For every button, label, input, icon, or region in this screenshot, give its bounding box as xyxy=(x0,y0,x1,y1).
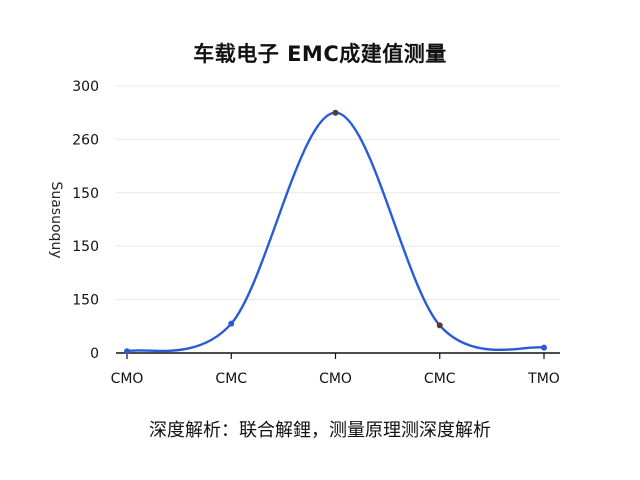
grid-lines xyxy=(116,85,560,301)
data-point xyxy=(332,109,339,116)
data-point xyxy=(436,322,443,329)
x-tick-label: CMC xyxy=(424,371,456,387)
data-points xyxy=(124,109,547,355)
x-tick-label: CMC xyxy=(215,371,247,387)
y-tick-label: 0 xyxy=(90,346,99,362)
y-tick-labels: 0 150 150 150 260 300 xyxy=(72,79,99,362)
chart-caption: 深度解析：联合解鋰，测量原理测深度解析 xyxy=(149,420,491,441)
x-tick-labels: CMO CMC CMO CMC TMO xyxy=(111,353,560,387)
data-point xyxy=(124,348,130,355)
series-line xyxy=(125,111,546,353)
y-tick-label: 150 xyxy=(72,293,99,309)
x-tick-label: TMO xyxy=(527,371,560,387)
chart-title: 车载电子 EMC成建值测量 xyxy=(193,42,447,66)
y-tick-label: 150 xyxy=(72,186,99,202)
y-tick-label: 260 xyxy=(72,132,99,148)
y-tick-label: 300 xyxy=(72,79,99,95)
data-point xyxy=(541,344,547,351)
x-tick-label: CMO xyxy=(111,371,144,387)
y-tick-label: 150 xyxy=(72,239,99,255)
x-tick-label: CMO xyxy=(319,371,352,387)
data-point xyxy=(228,320,235,327)
y-axis-label: Suasuoquy xyxy=(48,181,64,258)
